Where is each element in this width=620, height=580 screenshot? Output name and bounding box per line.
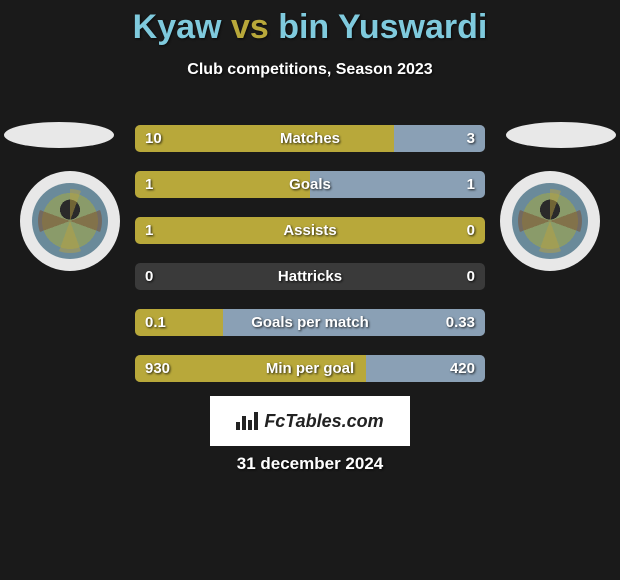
comparison-bars: 103Matches 11Goals 10Assists 00Hattricks 0.1… — [135, 125, 485, 401]
player2-club-badge — [500, 171, 600, 271]
club-badge-icon — [32, 183, 108, 259]
player1-photo-placeholder — [4, 122, 114, 148]
stat-bar: 10Assists — [135, 217, 485, 244]
comparison-title: Kyaw vs bin Yuswardi — [0, 0, 620, 47]
stat-bar: 11Goals — [135, 171, 485, 198]
player2-photo-placeholder — [506, 122, 616, 148]
stat-bar: 103Matches — [135, 125, 485, 152]
club-badge-icon — [512, 183, 588, 259]
fctables-label: FcTables.com — [264, 411, 383, 432]
title-player2: bin Yuswardi — [269, 8, 488, 46]
stat-bar: 00Hattricks — [135, 263, 485, 290]
title-vs: vs — [231, 8, 269, 46]
bar-label: Hattricks — [135, 263, 485, 290]
bar-chart-icon — [236, 412, 258, 430]
player1-club-badge — [20, 171, 120, 271]
title-player1: Kyaw — [133, 8, 231, 46]
subtitle: Club competitions, Season 2023 — [0, 61, 620, 79]
stat-bar: 930420Min per goal — [135, 355, 485, 382]
stat-bar: 0.10.33Goals per match — [135, 309, 485, 336]
snapshot-date: 31 december 2024 — [0, 454, 620, 474]
bar-label: Goals — [135, 171, 485, 198]
bar-label: Min per goal — [135, 355, 485, 382]
bar-label: Goals per match — [135, 309, 485, 336]
bar-label: Matches — [135, 125, 485, 152]
fctables-watermark: FcTables.com — [210, 396, 410, 446]
bar-label: Assists — [135, 217, 485, 244]
